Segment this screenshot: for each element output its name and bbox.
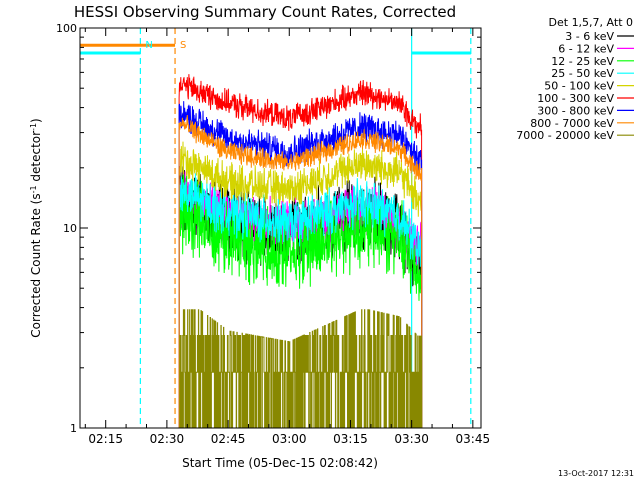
y-axis-label: Corrected Count Rate (s-1 detector-1) xyxy=(29,118,43,337)
axes: 1 10 100 02:15 02:30 02:45 03:00 03:15 03:30 03:4… xyxy=(56,22,490,446)
legend-label-6: 300 - 800 keV xyxy=(537,104,614,117)
x-tick-label-3: 03:00 xyxy=(272,432,307,446)
legend-label-1: 6 - 12 keV xyxy=(558,42,614,55)
series-line-3 xyxy=(178,173,423,428)
x-tick-label-5: 03:30 xyxy=(394,432,429,446)
x-tick-label-4: 03:15 xyxy=(333,432,368,446)
y-tick-label-1: 10 xyxy=(63,222,77,235)
y-tick-label-0: 1 xyxy=(70,422,77,435)
x-axis-label: Start Time (05-Dec-15 02:08:42) xyxy=(182,456,378,470)
series-line-6 xyxy=(178,101,423,428)
legend-label-4: 50 - 100 keV xyxy=(544,80,614,93)
marker-label-n: N xyxy=(145,40,152,51)
legend-label-8: 7000 - 20000 keV xyxy=(516,129,614,142)
x-tick-label-2: 02:45 xyxy=(211,432,246,446)
series-line-8 xyxy=(179,309,423,428)
legend-label-2: 12 - 25 keV xyxy=(551,55,614,68)
legend-label-0: 3 - 6 keV xyxy=(565,30,614,43)
legend-label-3: 25 - 50 keV xyxy=(551,67,614,80)
legend-label-7: 800 - 7000 keV xyxy=(530,117,614,130)
chart-title: HESSI Observing Summary Count Rates, Cor… xyxy=(74,3,456,21)
x-tick-label-6: 03:45 xyxy=(456,432,491,446)
series-line-7 xyxy=(178,114,423,428)
series-line-5 xyxy=(178,74,423,428)
footer-date: 13-Oct-2017 12:31 xyxy=(558,469,634,478)
legend-label-5: 100 - 300 keV xyxy=(537,92,614,105)
series-line-4 xyxy=(178,141,423,428)
legend-header: Det 1,5,7, Att 0 xyxy=(549,16,633,29)
x-tick-label-0: 02:15 xyxy=(88,432,123,446)
series-line-2 xyxy=(178,174,423,428)
x-tick-label-1: 02:30 xyxy=(150,432,185,446)
y-tick-label-2: 100 xyxy=(56,22,77,35)
marker-label-s: S xyxy=(180,40,186,51)
